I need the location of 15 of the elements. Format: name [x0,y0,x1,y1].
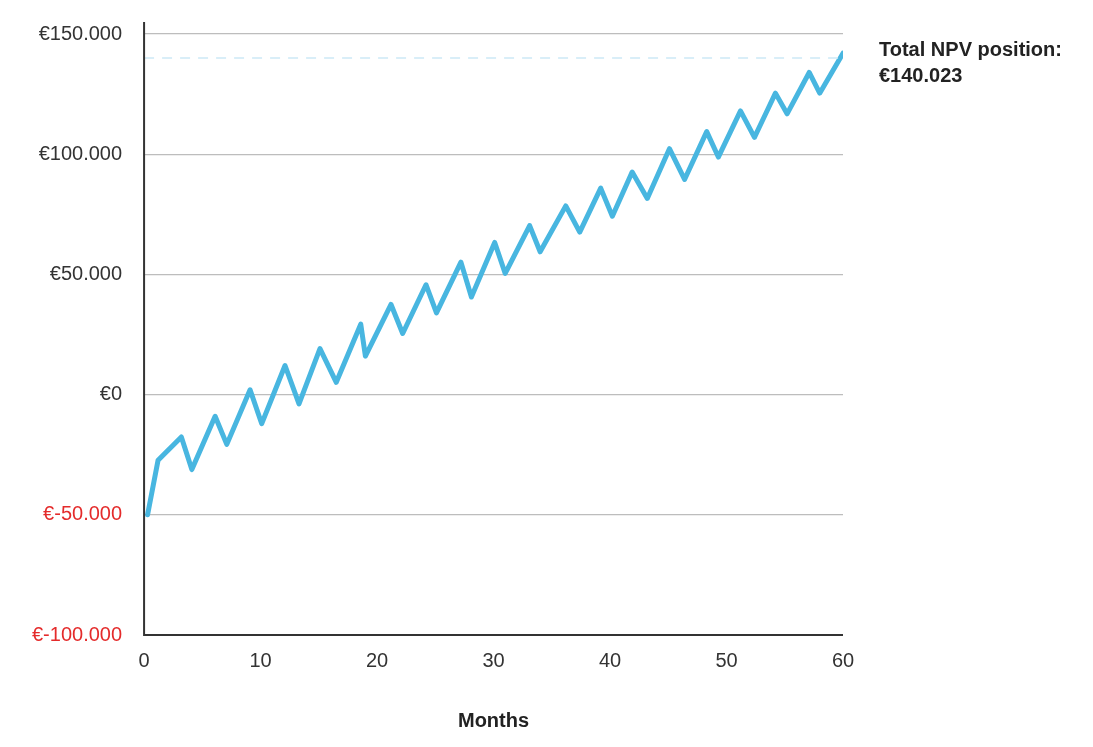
x-tick-label: 30 [482,648,505,671]
x-tick-label: 20 [365,648,389,671]
x-axis-title: Months [457,708,530,731]
y-tick-label: €50.000 [49,261,123,284]
x-tick-label: 0 [138,648,150,671]
x-tick-label: 60 [831,648,855,671]
y-tick-label: €-50.000 [43,502,123,525]
x-tick-label: 10 [249,648,272,671]
y-tick-label: €100.000 [38,141,123,164]
y-tick-label: €-100.000 [32,622,123,645]
ref-line-label: Total NPV position: €140.023 [879,38,1062,86]
y-tick-label: €0 [99,382,123,405]
x-tick-label: 50 [715,648,738,671]
x-tick-label: 40 [598,648,622,671]
y-tick-label: €150.000 [38,21,123,44]
